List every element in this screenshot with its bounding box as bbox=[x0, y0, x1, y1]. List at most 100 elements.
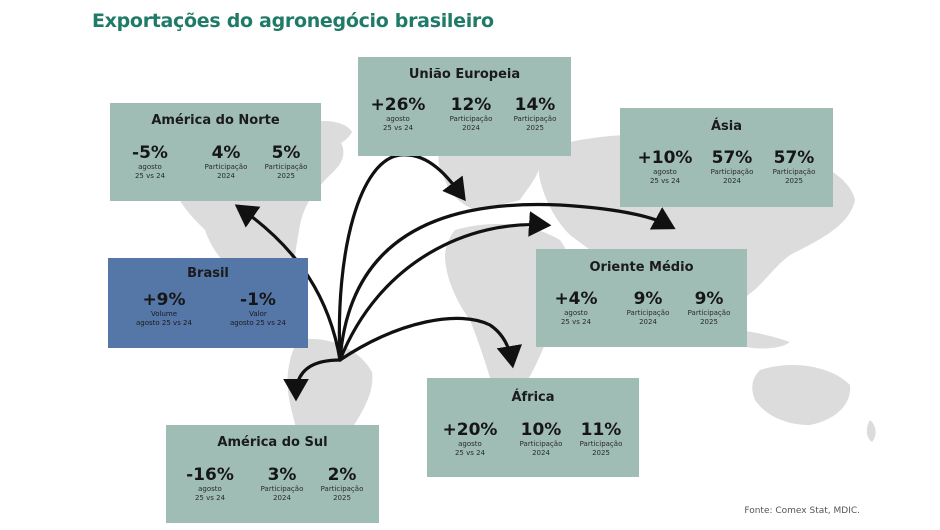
region-name: União Europeia bbox=[408, 67, 521, 82]
stat-value: 2% bbox=[327, 465, 357, 485]
stat-caption: agosto 25 vs 24 bbox=[136, 319, 192, 327]
stat-caption: 2025 bbox=[700, 318, 718, 326]
stat-caption: 25 vs 24 bbox=[454, 449, 486, 457]
stat-value: 10% bbox=[520, 420, 562, 440]
page-title: Exportações do agronegócio brasileiro bbox=[92, 10, 494, 32]
arrow-america-do-sul bbox=[283, 358, 342, 402]
stat-caption: Participação bbox=[449, 115, 493, 123]
stat-caption: agosto bbox=[458, 440, 482, 448]
region-box-america-do-sul: América do Sul -16% agosto 25 vs 24 3% P… bbox=[166, 425, 379, 523]
stat-value: +9% bbox=[142, 290, 186, 310]
stat-share-2025: 57% Participação 2025 bbox=[764, 148, 824, 186]
stat-caption: 2025 bbox=[333, 494, 351, 502]
stat-caption: agosto bbox=[386, 115, 410, 123]
region-box-uniao-europeia: União Europeia +26% agosto 25 vs 24 12% … bbox=[358, 57, 571, 156]
stat-value: +20% bbox=[442, 420, 498, 440]
stat-caption: 2025 bbox=[785, 177, 803, 185]
region-name: Brasil bbox=[187, 266, 229, 281]
stat-caption: 2024 bbox=[723, 177, 741, 185]
stat-caption: Participação bbox=[260, 485, 304, 493]
region-name: Ásia bbox=[710, 119, 743, 134]
arrow-north-america bbox=[234, 204, 342, 362]
stat-caption: agosto bbox=[138, 163, 162, 171]
stat-volume: +9% Volume agosto 25 vs 24 bbox=[126, 290, 202, 328]
arrow-uniao-europeia bbox=[337, 153, 466, 362]
arrow-asia bbox=[338, 202, 676, 362]
stat-share-2024: 57% Participação 2024 bbox=[702, 148, 762, 186]
stat-value: -1% bbox=[240, 290, 276, 310]
stat-variation: +10% agosto 25 vs 24 bbox=[635, 148, 695, 186]
stat-caption: 25 vs 24 bbox=[382, 124, 414, 132]
stat-share-2025: 11% Participação 2025 bbox=[571, 420, 631, 458]
stat-share-2024: 3% Participação 2024 bbox=[252, 465, 312, 503]
stat-caption: 2024 bbox=[273, 494, 291, 502]
australia-shape bbox=[752, 365, 851, 425]
region-name: América do Norte bbox=[151, 113, 280, 128]
stat-variation: +26% agosto 25 vs 24 bbox=[368, 95, 428, 133]
new-zealand-shape bbox=[866, 420, 876, 442]
stat-caption: Participação bbox=[320, 485, 364, 493]
stat-value: 4% bbox=[211, 143, 241, 163]
stat-value: 14% bbox=[514, 95, 556, 115]
stat-variation: +4% agosto 25 vs 24 bbox=[546, 289, 606, 327]
stat-caption: 2024 bbox=[217, 172, 235, 180]
stat-variation: +20% agosto 25 vs 24 bbox=[439, 420, 501, 458]
stat-value: 12% bbox=[450, 95, 492, 115]
stat-caption: Participação bbox=[710, 168, 754, 176]
stat-value: -16% bbox=[186, 465, 234, 485]
stat-caption: Participação bbox=[626, 309, 670, 317]
stat-value: +4% bbox=[554, 289, 598, 309]
stat-caption: 2025 bbox=[592, 449, 610, 457]
trade-arrows bbox=[234, 153, 676, 402]
stat-caption: 2024 bbox=[532, 449, 550, 457]
stat-value-change: -1% Valor agosto 25 vs 24 bbox=[220, 290, 296, 328]
stat-share-2025: 14% Participação 2025 bbox=[505, 95, 565, 133]
stat-share-2024: 10% Participação 2024 bbox=[511, 420, 571, 458]
stat-caption: agosto bbox=[653, 168, 677, 176]
arrow-africa bbox=[338, 316, 522, 369]
stat-caption: 2024 bbox=[639, 318, 657, 326]
stat-caption: 2025 bbox=[277, 172, 295, 180]
stat-share-2025: 9% Participação 2025 bbox=[679, 289, 739, 327]
stat-caption: 2025 bbox=[526, 124, 544, 132]
region-name: América do Sul bbox=[217, 435, 328, 450]
stat-share-2025: 2% Participação 2025 bbox=[312, 465, 372, 503]
region-name: África bbox=[511, 390, 555, 405]
stat-share-2024: 12% Participação 2024 bbox=[441, 95, 501, 133]
stat-caption: Participação bbox=[687, 309, 731, 317]
stat-caption: Participação bbox=[513, 115, 557, 123]
stat-value: 5% bbox=[271, 143, 301, 163]
region-box-brasil: Brasil +9% Volume agosto 25 vs 24 -1% Va… bbox=[108, 258, 308, 348]
region-name: Oriente Médio bbox=[589, 260, 694, 275]
stat-caption: 25 vs 24 bbox=[560, 318, 592, 326]
stat-caption: Volume bbox=[150, 310, 178, 318]
stat-caption: Participação bbox=[519, 440, 563, 448]
stat-caption: Participação bbox=[579, 440, 623, 448]
stat-caption: Participação bbox=[204, 163, 248, 171]
region-box-africa: África +20% agosto 25 vs 24 10% Particip… bbox=[427, 378, 639, 477]
stat-caption: Participação bbox=[264, 163, 308, 171]
stat-share-2025: 5% Participação 2025 bbox=[258, 143, 314, 181]
stat-value: +10% bbox=[637, 148, 693, 168]
source-note: Fonte: Comex Stat, MDIC. bbox=[744, 506, 860, 516]
stat-caption: agosto 25 vs 24 bbox=[230, 319, 286, 327]
stat-value: 3% bbox=[267, 465, 297, 485]
stat-caption: 2024 bbox=[462, 124, 480, 132]
region-box-america-do-norte: América do Norte -5% agosto 25 vs 24 4% … bbox=[110, 103, 321, 201]
stat-value: 57% bbox=[711, 148, 753, 168]
stat-caption: 25 vs 24 bbox=[194, 494, 226, 502]
stat-caption: agosto bbox=[564, 309, 588, 317]
stat-variation: -5% agosto 25 vs 24 bbox=[122, 143, 178, 181]
stat-share-2024: 9% Participação 2024 bbox=[618, 289, 678, 327]
stat-value: +26% bbox=[370, 95, 426, 115]
arrow-oriente-medio bbox=[338, 211, 552, 362]
stat-caption: 25 vs 24 bbox=[134, 172, 166, 180]
region-box-asia: Ásia +10% agosto 25 vs 24 57% Participaç… bbox=[620, 108, 833, 207]
stat-value: 57% bbox=[773, 148, 815, 168]
stat-variation: -16% agosto 25 vs 24 bbox=[180, 465, 240, 503]
stat-share-2024: 4% Participação 2024 bbox=[198, 143, 254, 181]
stat-value: -5% bbox=[132, 143, 168, 163]
stat-caption: 25 vs 24 bbox=[649, 177, 681, 185]
region-box-oriente-medio: Oriente Médio +4% agosto 25 vs 24 9% Par… bbox=[536, 249, 747, 347]
stat-caption: agosto bbox=[198, 485, 222, 493]
